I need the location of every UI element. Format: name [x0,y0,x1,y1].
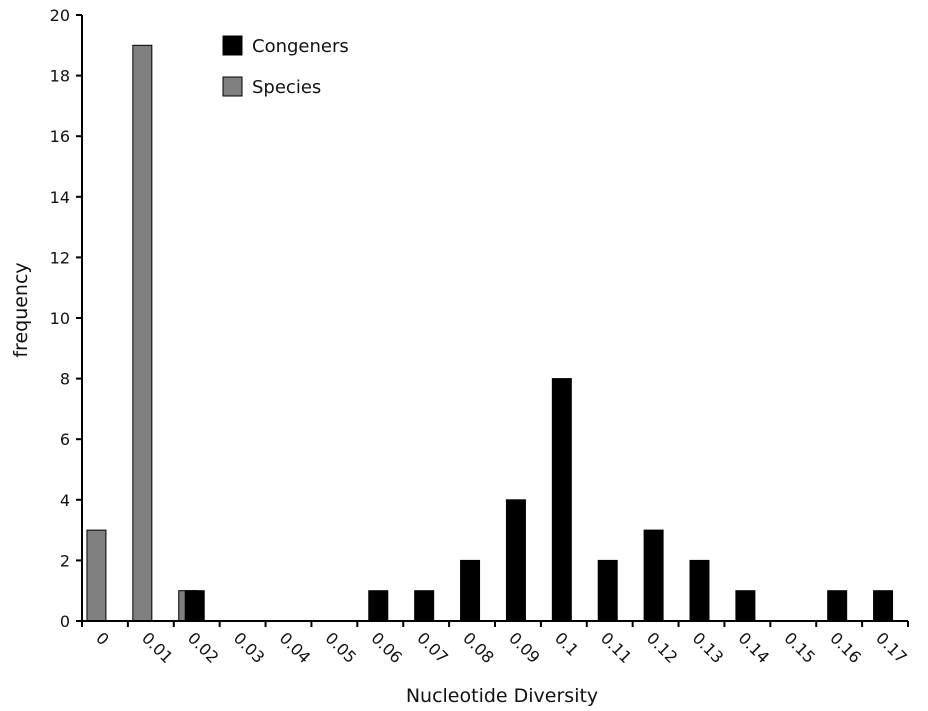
x-tick-label: 0.1 [551,628,582,659]
bar-species [86,529,107,622]
x-tick-label: 0.16 [826,628,865,667]
y-axis-ticks: 0 2 4 6 8 10 12 14 16 18 20 [50,6,82,631]
legend: Congeners Species [222,35,349,98]
x-tick-label: 0.09 [505,628,544,667]
y-tick-label: 18 [50,67,70,86]
y-tick-label: 14 [50,188,70,207]
legend-label: Species [252,77,321,98]
x-tick-label: 0.12 [643,628,682,667]
x-tick-label: 0.07 [413,628,452,667]
bar-congeners [597,559,618,622]
y-axis-title: frequency [10,262,32,357]
y-tick-label: 10 [50,309,70,328]
x-axis-title: Nucleotide Diversity [406,685,598,707]
x-tick-label: 0.14 [735,628,774,667]
bar-congeners [735,590,756,622]
x-tick-label: 0.08 [459,628,498,667]
x-tick-label: 0.04 [276,628,315,667]
bar-congeners [184,590,205,622]
x-axis-ticks: 0 0.01 0.02 0.03 0.04 0.05 0.06 0.07 0.08 0.09 0.1… [81,621,911,667]
bar-congeners [643,529,664,622]
y-tick-label: 2 [60,551,70,570]
y-tick-label: 20 [50,6,70,25]
y-tick-label: 16 [50,127,70,146]
bar-congeners [873,590,894,622]
x-tick-label: 0.03 [230,628,269,667]
bar-congeners [551,378,572,622]
y-tick-label: 6 [60,430,70,449]
bar-congeners [368,590,389,622]
x-tick-label: 0.11 [597,628,636,667]
bar-congeners [689,559,710,622]
y-tick-label: 0 [60,612,70,631]
bars [86,44,894,622]
x-tick-label: 0.06 [367,628,406,667]
legend-label: Congeners [252,36,349,57]
bar-congeners [505,499,526,622]
legend-swatch [222,76,243,97]
bar-congeners [460,559,481,622]
x-tick-label: 0.17 [872,628,911,667]
x-tick-label: 0.05 [322,628,361,667]
bar-congeners [827,590,848,622]
x-tick-label: 0 [92,628,113,649]
x-tick-label: 0.02 [184,628,223,667]
x-tick-label: 0.13 [689,628,728,667]
bar-species [132,44,153,622]
legend-swatch [222,35,243,56]
x-tick-label: 0.15 [780,628,819,667]
y-tick-label: 4 [60,491,70,510]
x-tick-label: 0.01 [138,628,177,667]
y-tick-label: 8 [60,370,70,389]
y-tick-label: 12 [50,248,70,267]
bar-congeners [414,590,435,622]
